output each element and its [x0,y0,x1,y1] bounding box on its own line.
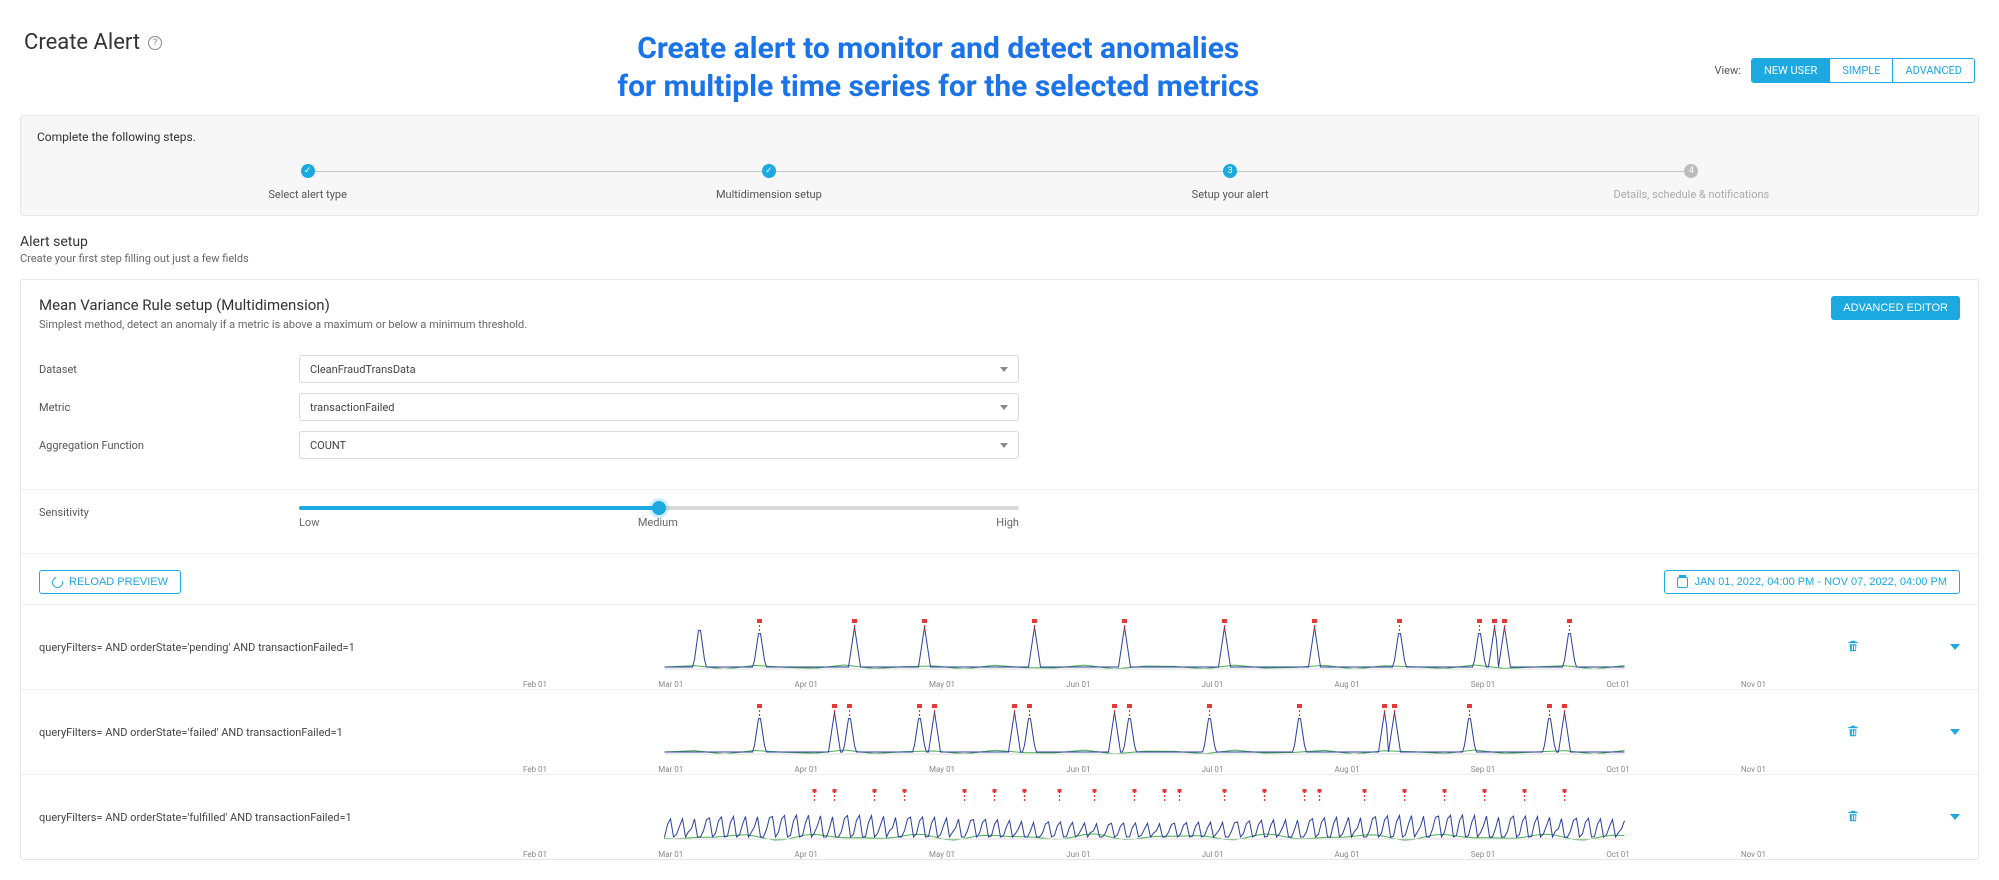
chevron-down-icon [1000,367,1008,372]
step-0[interactable]: Select alert type [77,164,538,201]
help-icon[interactable]: ? [148,36,162,50]
stepper: Select alert type Multidimension setup 3 Se… [37,164,1962,201]
date-range-button[interactable]: JAN 01, 2022, 04:00 PM - NOV 07, 2022, 0… [1664,570,1960,594]
chevron-down-icon [1000,443,1008,448]
series-label: queryFilters= AND orderState='fulfilled'… [39,811,509,824]
step-3[interactable]: 4 Details, schedule & notifications [1461,164,1922,201]
view-label: View: [1714,64,1740,77]
dataset-label: Dataset [39,363,299,376]
overlay-line1: Create alert to monitor and detect anoma… [637,31,1239,66]
view-button-simple[interactable]: SIMPLE [1830,59,1893,82]
chart-x-axis: Feb 01Mar 01Apr 01May 01Jun 01Jul 01Aug … [523,680,1766,689]
step-label: Details, schedule & notifications [1614,188,1770,201]
calendar-icon [1677,577,1688,588]
page-title: Create Alert [24,30,140,55]
overlay-line2: for multiple time series for the selecte… [617,69,1259,104]
date-range-label: JAN 01, 2022, 04:00 PM - NOV 07, 2022, 0… [1694,576,1947,588]
slider-medium: Medium [638,516,678,529]
sensitivity-slider[interactable] [299,506,1019,510]
chart-svg [523,619,1766,675]
dataset-value: CleanFraudTransData [310,363,416,376]
chart-x-axis: Feb 01Mar 01Apr 01May 01Jun 01Jul 01Aug … [523,850,1766,859]
aggregation-value: COUNT [310,439,346,452]
step-dot: 3 [1223,164,1237,178]
delete-icon[interactable] [1846,724,1860,741]
chart-x-axis: Feb 01Mar 01Apr 01May 01Jun 01Jul 01Aug … [523,765,1766,774]
series-chart: Feb 01Mar 01Apr 01May 01Jun 01Jul 01Aug … [523,704,1766,760]
chevron-down-icon[interactable] [1950,644,1960,650]
reload-label: RELOAD PREVIEW [69,576,168,588]
chart-svg [523,789,1766,845]
step-label: Multidimension setup [716,188,822,201]
delete-icon[interactable] [1846,639,1860,656]
slider-high: High [996,516,1019,529]
delete-icon[interactable] [1846,809,1860,826]
step-label: Setup your alert [1192,188,1269,201]
card-subtitle: Simplest method, detect an anomaly if a … [39,318,527,331]
series-row: queryFilters= AND orderState='fulfilled'… [21,774,1978,859]
reload-icon [50,574,65,589]
overlay-title: Create alert to monitor and detect anoma… [162,30,1714,105]
step-2[interactable]: 3 Setup your alert [1000,164,1461,201]
step-label: Select alert type [268,188,347,201]
section-subtitle: Create your first step filling out just … [20,252,1979,265]
series-row: queryFilters= AND orderState='failed' AN… [21,689,1978,774]
metric-select[interactable]: transactionFailed [299,393,1019,421]
aggregation-select[interactable]: COUNT [299,431,1019,459]
step-1[interactable]: Multidimension setup [538,164,999,201]
step-dot [301,164,315,178]
step-dot: 4 [1684,164,1698,178]
chevron-down-icon[interactable] [1950,814,1960,820]
chevron-down-icon [1000,405,1008,410]
card-title: Mean Variance Rule setup (Multidimension… [39,296,527,314]
series-label: queryFilters= AND orderState='failed' AN… [39,726,509,739]
view-toggle: NEW USERSIMPLEADVANCED [1751,58,1975,83]
series-label: queryFilters= AND orderState='pending' A… [39,641,509,654]
series-chart: Feb 01Mar 01Apr 01May 01Jun 01Jul 01Aug … [523,619,1766,675]
stepper-header: Complete the following steps. [37,130,1962,144]
series-chart: Feb 01Mar 01Apr 01May 01Jun 01Jul 01Aug … [523,789,1766,845]
step-dot [762,164,776,178]
series-row: queryFilters= AND orderState='pending' A… [21,604,1978,689]
metric-label: Metric [39,401,299,414]
sensitivity-label: Sensitivity [39,506,299,519]
dataset-select[interactable]: CleanFraudTransData [299,355,1019,383]
metric-value: transactionFailed [310,401,394,414]
view-button-new-user[interactable]: NEW USER [1752,59,1830,82]
advanced-editor-button[interactable]: ADVANCED EDITOR [1831,296,1960,320]
reload-preview-button[interactable]: RELOAD PREVIEW [39,570,181,594]
chart-svg [523,704,1766,760]
aggregation-label: Aggregation Function [39,439,299,452]
section-title: Alert setup [20,234,1979,250]
view-button-advanced[interactable]: ADVANCED [1893,59,1974,82]
slider-low: Low [299,516,319,529]
chevron-down-icon[interactable] [1950,729,1960,735]
slider-knob[interactable] [652,501,666,515]
